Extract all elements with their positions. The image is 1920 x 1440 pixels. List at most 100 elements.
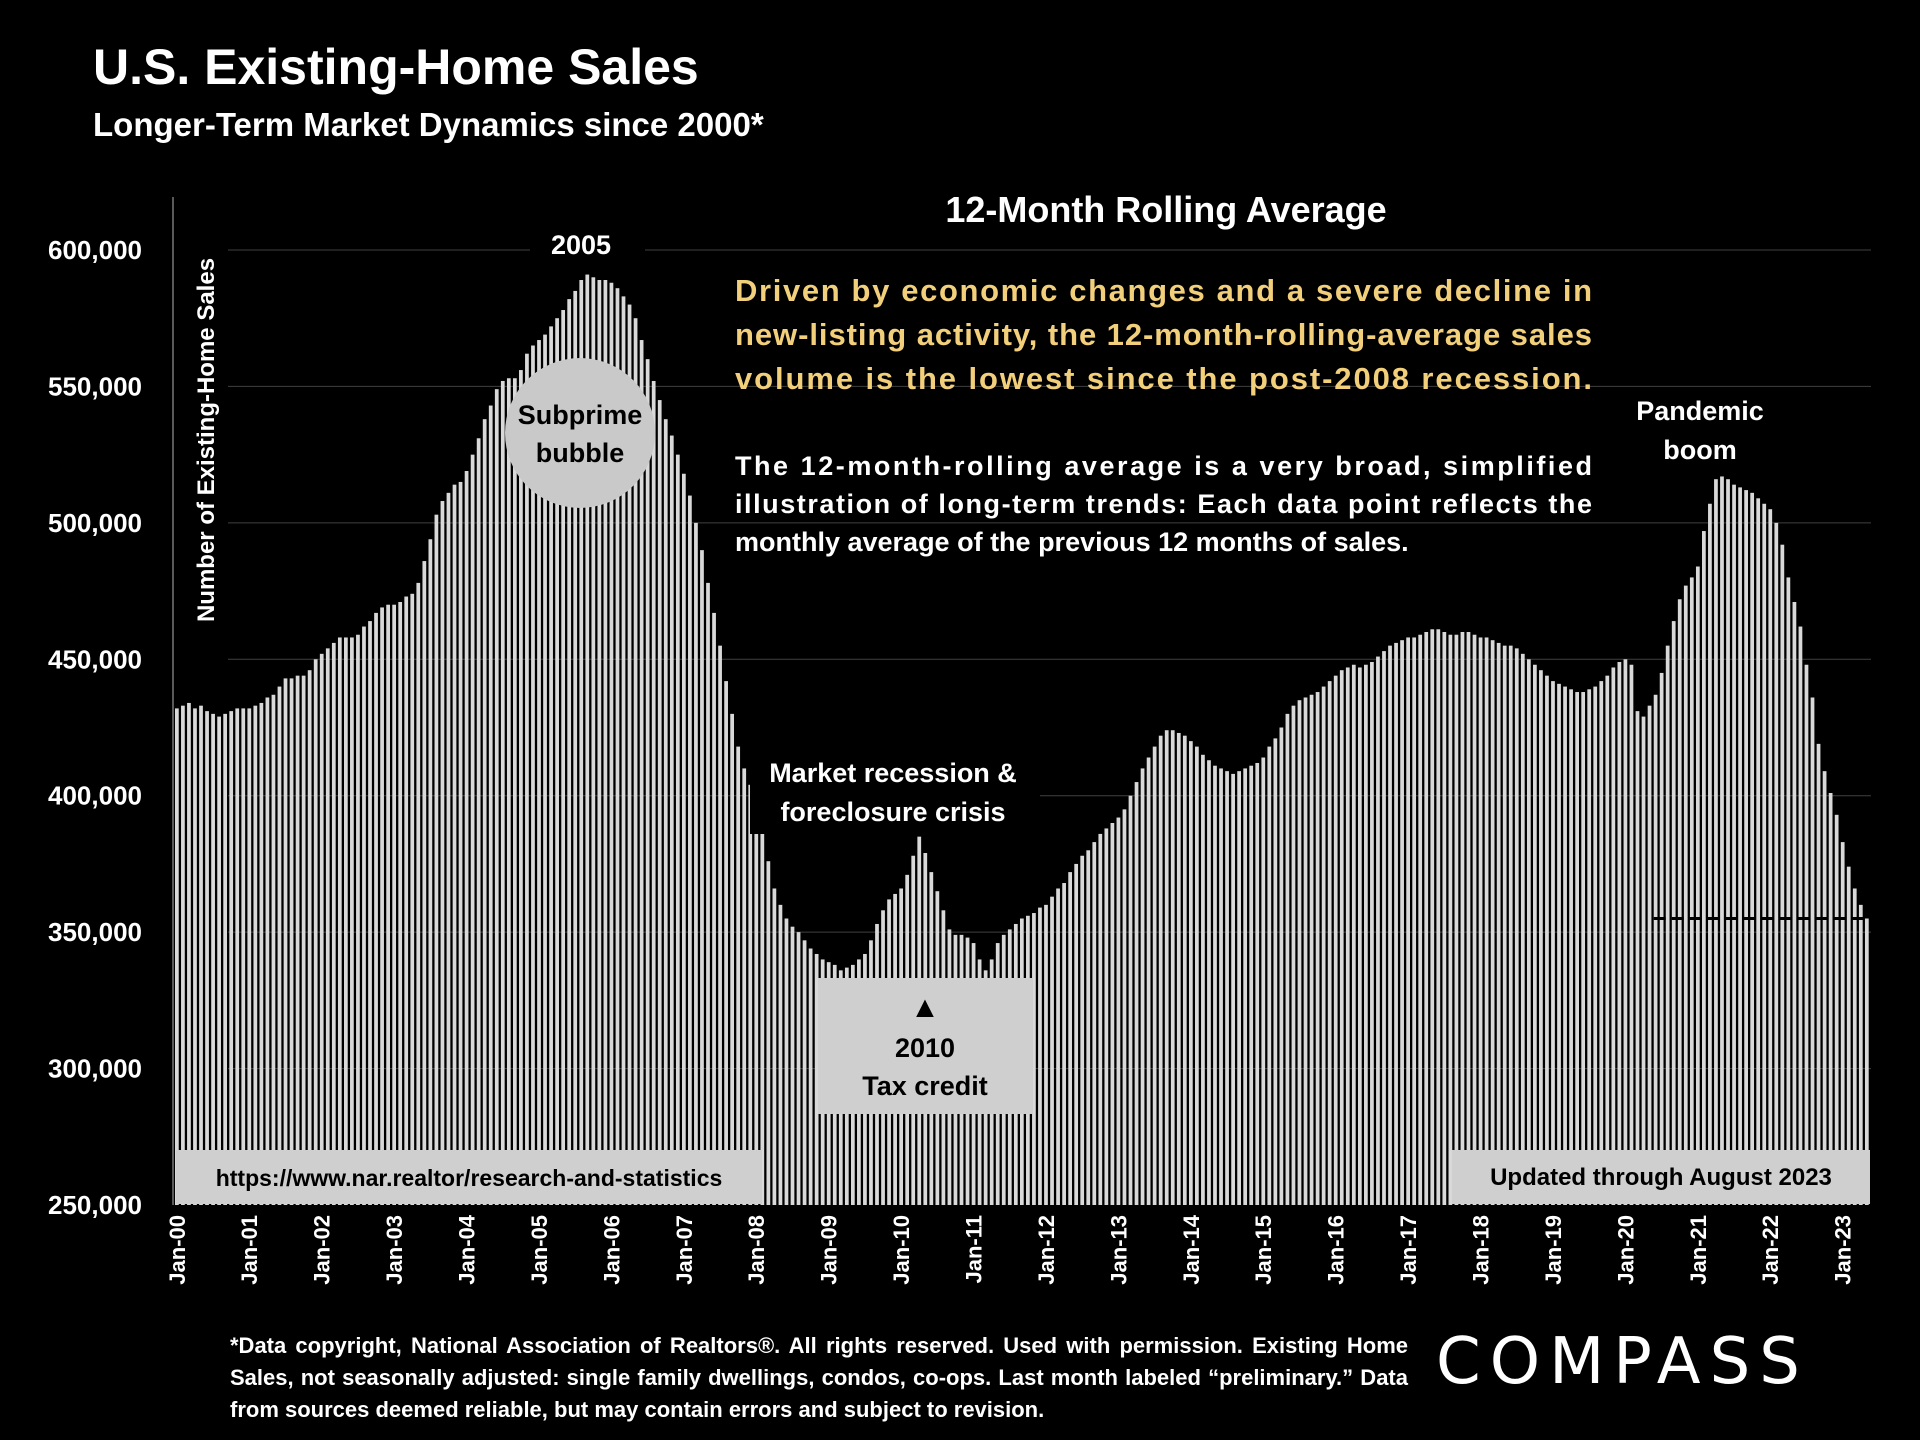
bar [651,380,656,1206]
bar [1677,599,1682,1205]
bar [712,612,716,1205]
bar [1665,645,1670,1205]
bar [1110,823,1115,1205]
bar [1050,896,1054,1205]
bar [1309,694,1314,1205]
x-tick-label: Jan-06 [599,1215,624,1285]
compass-logo: COMPASS [1436,1325,1809,1399]
bar [1291,705,1296,1205]
x-tick-label: Jan-19 [1541,1215,1566,1285]
bar [603,280,608,1205]
bar [1128,795,1133,1205]
bar [356,634,360,1205]
bar [1333,675,1338,1205]
y-tick-label: 250,000 [48,1190,142,1220]
bar [344,637,348,1205]
bar [404,596,409,1205]
rolling-average-title: 12-Month Rolling Average [945,189,1386,230]
bar [1255,762,1260,1205]
x-tick-label: Jan-16 [1324,1215,1349,1285]
bar [362,626,366,1205]
bar [1176,732,1181,1205]
bar [1545,675,1549,1205]
bar [368,621,372,1205]
bar [1382,651,1386,1205]
x-tick-label: Jan-18 [1469,1215,1494,1285]
bar [313,659,318,1205]
bar [706,582,710,1205]
bar [730,713,735,1205]
bar [1502,645,1507,1205]
x-tick-label: Jan-12 [1034,1215,1059,1285]
bar [1297,700,1302,1205]
bar [748,784,753,1205]
bar [724,681,728,1205]
x-tick-label: Jan-20 [1613,1215,1638,1285]
bar [307,670,312,1205]
highlight-paragraph: Driven by economic changes and a severe … [735,273,1592,396]
bar [1357,667,1362,1205]
bar [181,705,185,1205]
bar [1671,621,1676,1205]
bar [1460,632,1465,1205]
bar [1394,642,1398,1205]
footnote: *Data copyright, National Association of… [230,1333,1408,1422]
bar [1714,479,1718,1205]
bar [772,888,777,1205]
bar [1496,642,1501,1205]
x-tick-label: Jan-10 [889,1215,914,1285]
bar [289,678,294,1205]
bar [494,389,499,1205]
y-tick-label: 350,000 [48,917,142,947]
bar [199,705,203,1205]
bar [778,904,783,1205]
bar [754,809,759,1205]
bar [519,370,523,1205]
bar [1774,522,1779,1205]
bar [470,454,475,1205]
y-tick-label: 550,000 [48,371,142,401]
bar [175,708,179,1205]
bar [627,304,632,1205]
updated-label: Updated through August 2023 [1490,1164,1832,1191]
bar [1490,640,1495,1205]
bar [1653,694,1658,1205]
bar [1581,692,1586,1205]
bar [1273,738,1278,1205]
bar [350,637,354,1205]
bar [1750,492,1755,1206]
x-tick-label: Jan-21 [1686,1215,1711,1285]
bar [579,280,584,1205]
source-url: https://www.nar.realtor/research-and-sta… [216,1165,723,1191]
bar [1122,809,1127,1205]
x-axis-ticks: Jan-00 Jan-01 Jan-02 Jan-03 Jan-04 Jan-05 Jan-… [165,1214,1856,1284]
bar [1345,667,1350,1205]
bar [386,604,390,1205]
bar [1484,637,1489,1205]
bar [1080,855,1085,1205]
bar [1623,659,1628,1205]
y-tick-label: 300,000 [48,1054,142,1084]
bar [1846,866,1851,1205]
bar [1327,681,1332,1205]
updated-box [1452,1150,1870,1204]
bar [1605,675,1610,1205]
bar [543,334,547,1206]
pandemic-line-1: Pandemic [1636,396,1764,426]
bar [1864,918,1869,1205]
bar [1702,531,1706,1205]
bar [531,345,535,1205]
bar [1370,662,1374,1205]
bar [1629,664,1634,1205]
bar [1400,640,1404,1205]
bar [615,288,620,1205]
bar [1062,883,1066,1205]
bar [1074,863,1079,1205]
bar [1689,577,1694,1205]
bar [1170,730,1175,1205]
bar [1267,746,1272,1205]
bar [1448,634,1453,1205]
bar [223,713,228,1205]
bar [1243,768,1248,1205]
y-axis-ticks: 250,000 300,000 350,000 400,000 450,000 500,0… [48,235,142,1220]
